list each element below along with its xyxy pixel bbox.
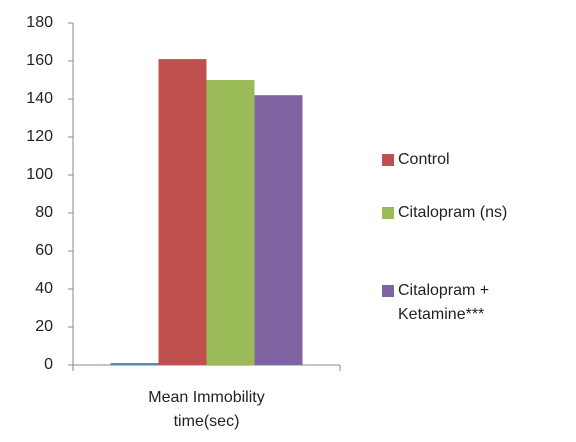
y-tick-label: 160 [26, 52, 53, 69]
bar [254, 95, 303, 365]
bar [158, 59, 207, 365]
bar [206, 80, 255, 365]
y-tick-label: 180 [26, 14, 53, 31]
legend-swatch [382, 154, 394, 166]
legend-swatch [382, 285, 394, 297]
y-tick-label: 140 [26, 90, 53, 107]
legend-swatch [382, 207, 394, 219]
legend-label: Citalopram (ns) [398, 204, 508, 221]
y-tick-label: 40 [35, 280, 53, 297]
y-tick-label: 80 [35, 204, 53, 221]
y-tick-label: 120 [26, 128, 53, 145]
y-tick-label: 100 [26, 166, 53, 183]
bar [110, 363, 159, 365]
legend-label: Control [398, 151, 450, 168]
legend-label: Citalopram + Ketamine*** [398, 282, 490, 323]
y-tick-label: 20 [35, 318, 53, 335]
x-tick-label: Mean Immobility time(sec) [148, 389, 265, 430]
y-tick-label: 0 [44, 356, 53, 373]
y-tick-label: 60 [35, 242, 53, 259]
